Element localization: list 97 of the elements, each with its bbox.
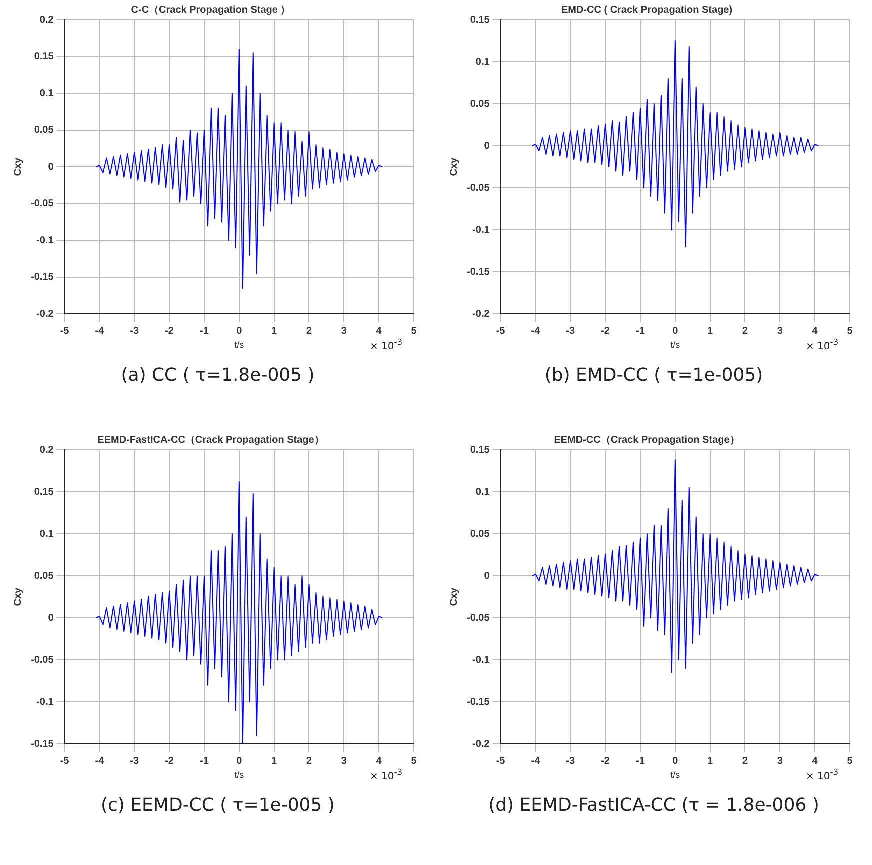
y-tick-label: 0.1 xyxy=(476,486,490,498)
y-tick-label: -0.05 xyxy=(30,198,54,210)
x-tick-label: -1 xyxy=(636,756,646,767)
x-tick-label: 0 xyxy=(236,326,243,337)
text: (d) EEMD-FastICA-CC (τ = 1.8e-006 ) xyxy=(488,795,820,816)
text: × 10$^{-3}$ xyxy=(370,767,404,782)
y-axis-title: Cxy xyxy=(448,587,460,606)
x-tick-label: -3 xyxy=(130,326,140,337)
x-tick-label: -5 xyxy=(60,326,70,337)
x-tick-label: 0 xyxy=(672,326,679,337)
x-tick-label: 3 xyxy=(341,326,348,337)
y-tick-label: 0.05 xyxy=(34,570,54,582)
y-tick-label: 0.2 xyxy=(40,14,54,26)
y-axis-title: Cxy xyxy=(448,157,460,176)
x-tick-label: 3 xyxy=(341,756,348,767)
x-tick-label: -2 xyxy=(601,326,610,337)
y-tick-label: -0.1 xyxy=(36,235,54,246)
x-tick-label: 5 xyxy=(847,326,854,337)
y-tick-label: 0.15 xyxy=(470,14,490,26)
y-tick-label: -0.1 xyxy=(472,224,490,236)
x-tick-label: 2 xyxy=(306,326,312,337)
y-tick-label: -0.15 xyxy=(466,696,490,708)
y-tick-label: 0.05 xyxy=(470,98,490,110)
y-tick-label: -0.1 xyxy=(472,654,490,666)
y-tick-label: 0.05 xyxy=(470,528,490,540)
x-tick-label: 4 xyxy=(376,756,382,767)
x-tick-label: -5 xyxy=(60,756,70,767)
text: (b) EMD-CC ( τ=1e-005) xyxy=(544,365,764,386)
x-tick-label: -1 xyxy=(200,326,210,337)
y-tick-label: -0.15 xyxy=(30,272,54,284)
y-tick-label: -0.2 xyxy=(36,308,54,320)
y-tick-label: -0.05 xyxy=(30,654,54,666)
x-tick-label: -3 xyxy=(566,756,576,767)
y-axis-title: Cxy xyxy=(12,157,24,176)
y-tick-label: 0 xyxy=(484,570,490,582)
chart-title: EEMD-CC（Crack Propagation Stage） xyxy=(554,434,740,446)
chart-title: C-C（Crack Propagation Stage ） xyxy=(131,4,291,16)
y-tick-label: -0.2 xyxy=(472,738,490,750)
y-tick-label: -0.05 xyxy=(466,182,490,194)
text: × 10$^{-3}$ xyxy=(806,767,840,782)
x-tick-label: 1 xyxy=(272,326,278,337)
y-tick-label: -0.2 xyxy=(472,308,490,320)
chart-title: EEMD-FastICA-CC（Crack Propagation Stage） xyxy=(98,434,324,446)
y-tick-label: -0.1 xyxy=(36,696,54,708)
x-tick-label: 2 xyxy=(742,756,748,767)
y-tick-label: 0.1 xyxy=(40,528,54,540)
x-tick-label: -2 xyxy=(165,756,174,767)
x-tick-label: -1 xyxy=(200,756,210,767)
y-tick-label: -0.05 xyxy=(466,612,490,624)
x-axis-title: t/s xyxy=(234,770,245,780)
x-tick-label: -3 xyxy=(130,756,140,767)
x-tick-label: 5 xyxy=(847,756,854,767)
x-tick-label: -2 xyxy=(165,326,174,337)
x-tick-label: 4 xyxy=(812,756,818,767)
y-tick-label: 0.15 xyxy=(34,52,54,63)
x-axis-title: t/s xyxy=(670,770,681,780)
x-tick-label: -5 xyxy=(496,756,506,767)
x-tick-label: 1 xyxy=(708,756,714,767)
x-tick-label: 5 xyxy=(411,756,418,767)
text: (c) EEMD-CC ( τ=1e-005 ) xyxy=(100,795,336,816)
text: × 10$^{-3}$ xyxy=(370,337,404,352)
y-tick-label: 0 xyxy=(48,162,54,173)
x-axis-title: t/s xyxy=(670,340,681,350)
x-tick-label: -4 xyxy=(531,326,541,337)
y-tick-label: 0.1 xyxy=(40,88,54,100)
x-tick-label: 3 xyxy=(777,326,784,337)
y-tick-label: 0.05 xyxy=(34,125,54,136)
y-tick-label: -0.15 xyxy=(30,738,54,750)
x-tick-label: 4 xyxy=(376,326,382,337)
chart-title: EMD-CC ( Crack Propagation Stage) xyxy=(561,4,733,16)
x-tick-label: 2 xyxy=(742,326,748,337)
y-tick-label: 0 xyxy=(48,612,54,624)
x-tick-label: -4 xyxy=(95,756,105,767)
x-tick-label: -4 xyxy=(531,756,541,767)
y-tick-label: 0.2 xyxy=(40,444,54,456)
y-tick-label: -0.15 xyxy=(466,266,490,278)
y-axis-title: Cxy xyxy=(12,587,24,606)
x-tick-label: 0 xyxy=(236,756,243,767)
x-tick-label: 3 xyxy=(777,756,784,767)
text: (a) CC ( τ=1.8e-005 ) xyxy=(120,365,316,386)
y-tick-label: 0 xyxy=(484,140,490,152)
x-tick-label: -3 xyxy=(566,326,576,337)
x-tick-label: -5 xyxy=(496,326,506,337)
x-tick-label: 1 xyxy=(272,756,278,767)
x-tick-label: -2 xyxy=(601,756,610,767)
x-tick-label: -1 xyxy=(636,326,646,337)
x-tick-label: 4 xyxy=(812,326,818,337)
x-tick-label: 2 xyxy=(306,756,312,767)
x-tick-label: 5 xyxy=(411,326,418,337)
y-tick-label: 0.1 xyxy=(476,56,490,68)
x-axis-title: t/s xyxy=(234,340,245,350)
y-tick-label: 0.15 xyxy=(34,486,54,498)
text: × 10$^{-3}$ xyxy=(806,337,840,352)
x-tick-label: 0 xyxy=(672,756,679,767)
y-tick-label: 0.15 xyxy=(470,444,490,456)
x-tick-label: -4 xyxy=(95,326,105,337)
x-tick-label: 1 xyxy=(708,326,714,337)
